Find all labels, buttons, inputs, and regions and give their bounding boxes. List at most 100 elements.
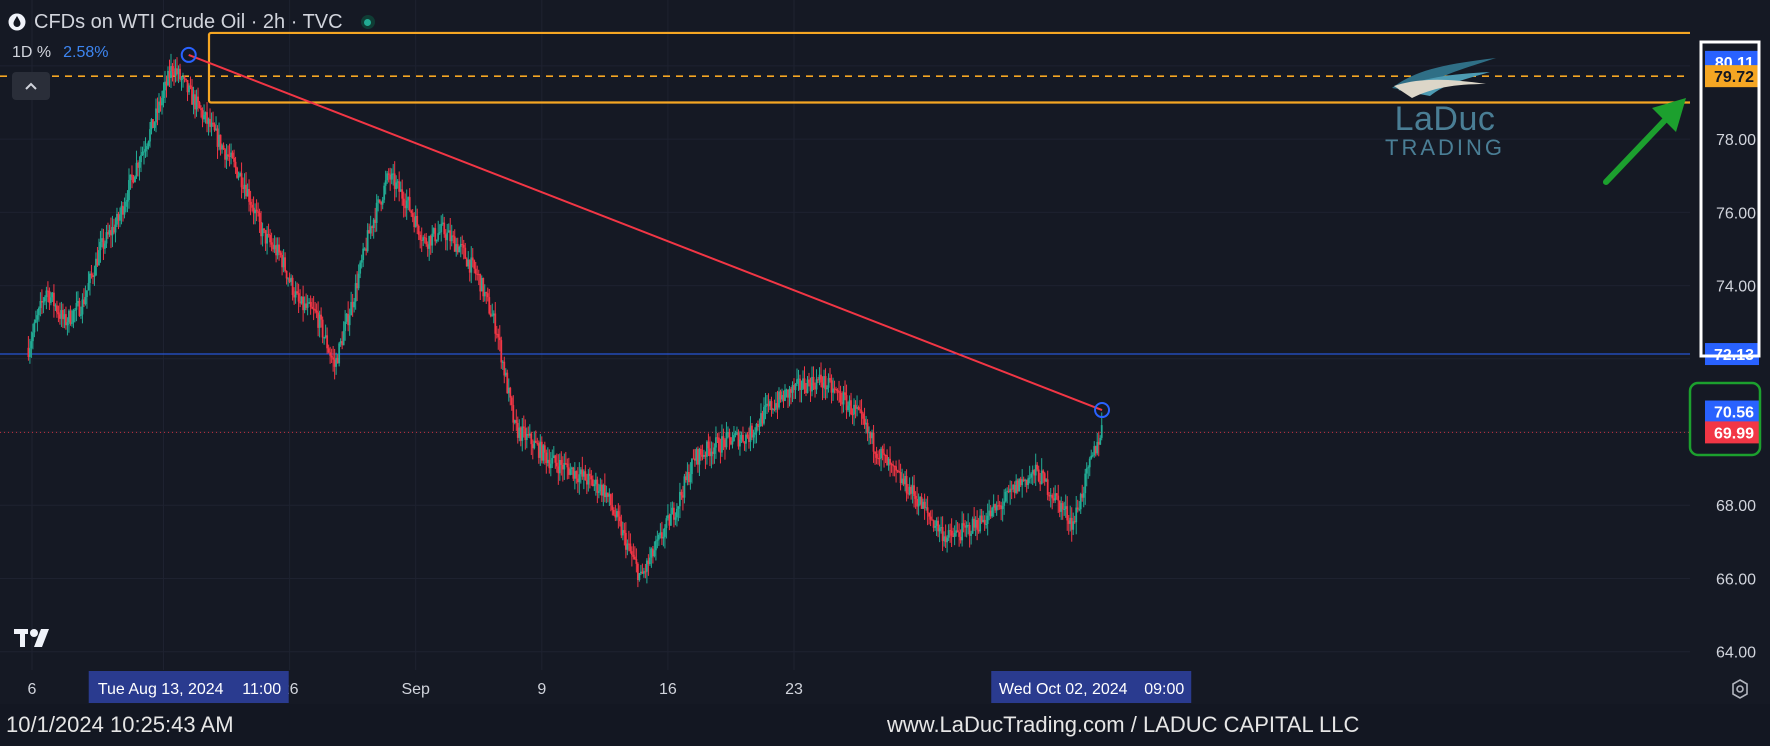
candle-body xyxy=(513,420,516,423)
candle xyxy=(833,380,836,394)
candle-body xyxy=(773,408,776,410)
candle-body xyxy=(194,94,196,110)
candle-body xyxy=(428,236,431,249)
candle xyxy=(742,426,744,443)
candle-body xyxy=(763,406,765,424)
candle-body xyxy=(1036,464,1039,470)
candle xyxy=(47,281,49,303)
candle xyxy=(383,182,386,203)
candle-body xyxy=(530,433,533,445)
candle xyxy=(278,237,280,261)
candle-body xyxy=(546,459,549,463)
candle-body xyxy=(1052,498,1055,501)
candle-body xyxy=(1024,479,1027,481)
candle xyxy=(626,539,629,556)
candle-body xyxy=(77,300,79,303)
price-axis[interactable]: 64.0066.0068.0074.0076.0078.0080.1179.72… xyxy=(1690,0,1770,704)
price-label: 70.56 xyxy=(1705,400,1759,423)
candle-body xyxy=(224,149,226,160)
candle-body xyxy=(857,407,860,410)
candle-body xyxy=(1081,494,1084,498)
candle xyxy=(986,503,989,536)
candle-body xyxy=(323,337,326,339)
trendline-layer[interactable] xyxy=(180,46,1111,419)
time-crosshair-date: Wed Oct 02, 2024 xyxy=(999,681,1128,698)
candle-body xyxy=(51,292,54,298)
candle xyxy=(462,239,465,260)
candle xyxy=(620,514,623,539)
candle xyxy=(335,352,338,375)
tradingview-logo-icon[interactable] xyxy=(14,626,56,650)
candle xyxy=(965,521,968,538)
candle xyxy=(143,141,145,165)
candle-body xyxy=(889,458,891,465)
candle xyxy=(98,238,100,266)
time-crosshair-date: Tue Aug 13, 2024 xyxy=(98,681,224,698)
candle-body xyxy=(938,528,941,532)
candle xyxy=(695,447,698,465)
gear-icon[interactable] xyxy=(1728,677,1752,701)
candle-body xyxy=(591,479,594,487)
candle xyxy=(299,289,302,308)
candle-body xyxy=(868,432,870,434)
candle xyxy=(78,297,81,317)
footer-bar: 10/1/2024 10:25:43 AM www.LaDucTrading.c… xyxy=(0,704,1770,746)
candle xyxy=(827,373,830,393)
candle xyxy=(778,387,780,410)
candle xyxy=(444,229,447,251)
candle xyxy=(461,235,464,255)
candle xyxy=(923,493,926,520)
candle-body xyxy=(335,357,338,367)
candle-body xyxy=(204,112,207,115)
candle xyxy=(1057,484,1060,514)
candle xyxy=(642,567,645,578)
candle xyxy=(811,366,813,397)
candle xyxy=(309,295,312,315)
candle xyxy=(302,285,305,322)
candle-body xyxy=(324,335,327,338)
candle xyxy=(1093,441,1096,458)
candle-body xyxy=(344,321,347,331)
candle-body xyxy=(597,491,600,493)
candle xyxy=(164,70,166,104)
candle-body xyxy=(896,470,899,472)
chart-header: CFDs on WTI Crude Oil · 2h · TVC xyxy=(8,8,375,36)
candle-body xyxy=(287,278,290,280)
candle-body xyxy=(248,188,250,202)
candle-body xyxy=(743,441,746,444)
candle-body xyxy=(378,199,381,202)
collapse-button[interactable] xyxy=(12,72,50,100)
candle-body xyxy=(998,505,1001,507)
candle xyxy=(796,368,798,387)
candle xyxy=(591,475,594,487)
candle xyxy=(686,462,689,486)
symbol-title[interactable]: CFDs on WTI Crude Oil · 2h · TVC xyxy=(34,10,343,33)
candle xyxy=(612,507,615,517)
candle xyxy=(847,401,849,413)
candle-body xyxy=(853,404,855,415)
candle xyxy=(222,142,225,150)
candle xyxy=(818,367,821,386)
candle-body xyxy=(895,466,897,471)
candle-body xyxy=(770,401,773,411)
candle xyxy=(177,65,180,84)
candle-body xyxy=(722,436,725,440)
candle xyxy=(1015,474,1018,495)
candle xyxy=(63,309,66,329)
candle-body xyxy=(242,187,244,189)
candle xyxy=(782,390,785,408)
candle-body xyxy=(950,530,953,536)
candle-body xyxy=(922,501,925,509)
candle xyxy=(90,264,93,279)
candle-body xyxy=(821,382,824,388)
candle xyxy=(105,224,108,249)
candle-body xyxy=(86,290,88,298)
footer-website[interactable]: www.LaDucTrading.com / LADUC CAPITAL LLC xyxy=(887,712,1360,737)
candle-body xyxy=(910,486,912,494)
candle xyxy=(772,407,774,414)
candle xyxy=(884,454,887,464)
candle xyxy=(551,449,554,468)
candle xyxy=(360,254,363,269)
